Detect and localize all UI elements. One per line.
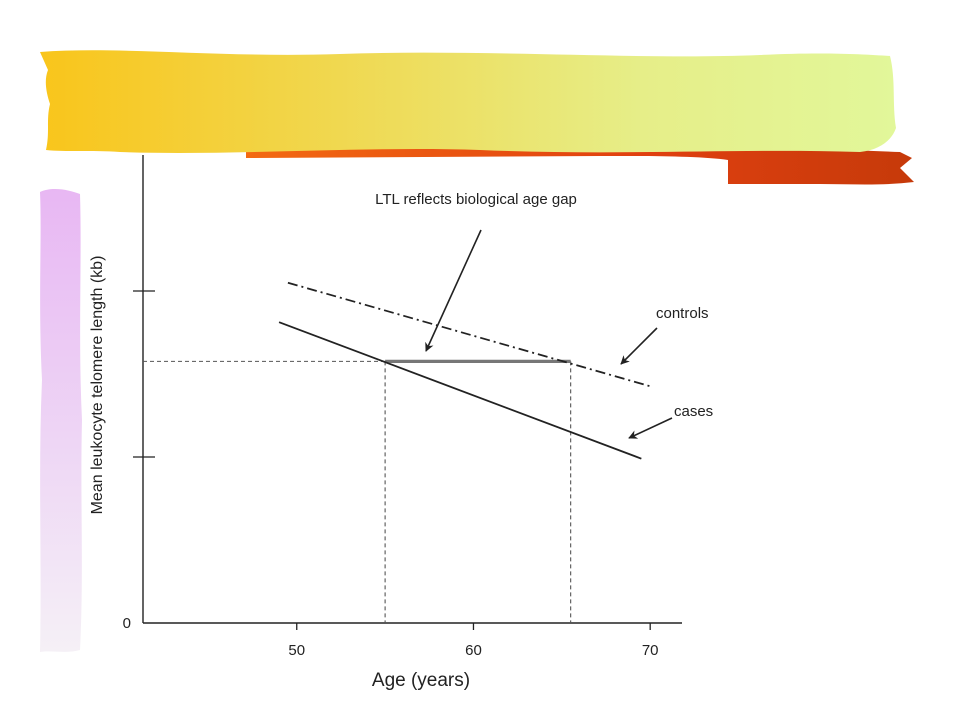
y-axis-label: Mean leukocyte telomere length (kb) bbox=[89, 256, 106, 515]
y-ticks: 0 bbox=[123, 290, 155, 632]
reference-lines bbox=[143, 359, 572, 623]
gap-annotation: LTL reflects biological age gap bbox=[375, 191, 577, 208]
x-axis-label: Age (years) bbox=[372, 670, 470, 691]
gap-annotation-arrow bbox=[425, 229, 482, 352]
side-strip bbox=[40, 188, 82, 652]
controls-label: controls bbox=[656, 305, 709, 322]
title-banner bbox=[40, 50, 896, 153]
cases-label: cases bbox=[674, 403, 713, 420]
x-tick-label: 70 bbox=[642, 642, 659, 659]
x-tick-label: 60 bbox=[465, 642, 482, 659]
series bbox=[278, 281, 651, 460]
series-line-cases bbox=[278, 321, 642, 460]
series-line-controls bbox=[287, 281, 651, 388]
accent-band bbox=[246, 140, 914, 185]
x-ticks: 50 60 70 bbox=[288, 623, 659, 659]
controls-arrow bbox=[620, 327, 658, 365]
x-tick-label: 50 bbox=[288, 642, 305, 659]
y-tick-label: 0 bbox=[123, 615, 131, 632]
cases-arrow bbox=[628, 417, 673, 439]
axes bbox=[142, 155, 682, 624]
